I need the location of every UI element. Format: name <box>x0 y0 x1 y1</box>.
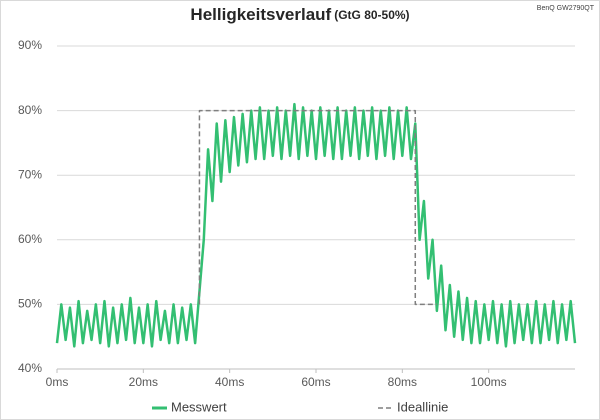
x-tick-label: 20ms <box>129 375 158 389</box>
x-tick-label: 0ms <box>46 375 69 389</box>
chart-title: Helligkeitsverlauf (GtG 80-50%) <box>190 5 409 24</box>
y-tick-label: 70% <box>18 167 42 181</box>
legend-label: Messwert <box>171 399 227 414</box>
annotation: BenQ GW2790QT <box>537 5 595 12</box>
x-tick-label: 40ms <box>215 375 244 389</box>
x-tick-label: 100ms <box>471 375 507 389</box>
y-tick-label: 50% <box>18 297 42 311</box>
subtitle: (GtG 80-50%) <box>334 8 409 22</box>
title: Helligkeitsverlauf <box>190 5 331 24</box>
y-tick-label: 40% <box>18 361 42 375</box>
series-line <box>198 109 437 306</box>
legend-label: Ideallinie <box>397 399 448 414</box>
x-tick-label: 80ms <box>388 375 417 389</box>
y-tick-label: 80% <box>18 103 42 117</box>
series-line <box>55 102 577 348</box>
y-tick-label: 90% <box>18 38 42 52</box>
y-tick-label: 60% <box>18 232 42 246</box>
x-tick-label: 60ms <box>301 375 330 389</box>
